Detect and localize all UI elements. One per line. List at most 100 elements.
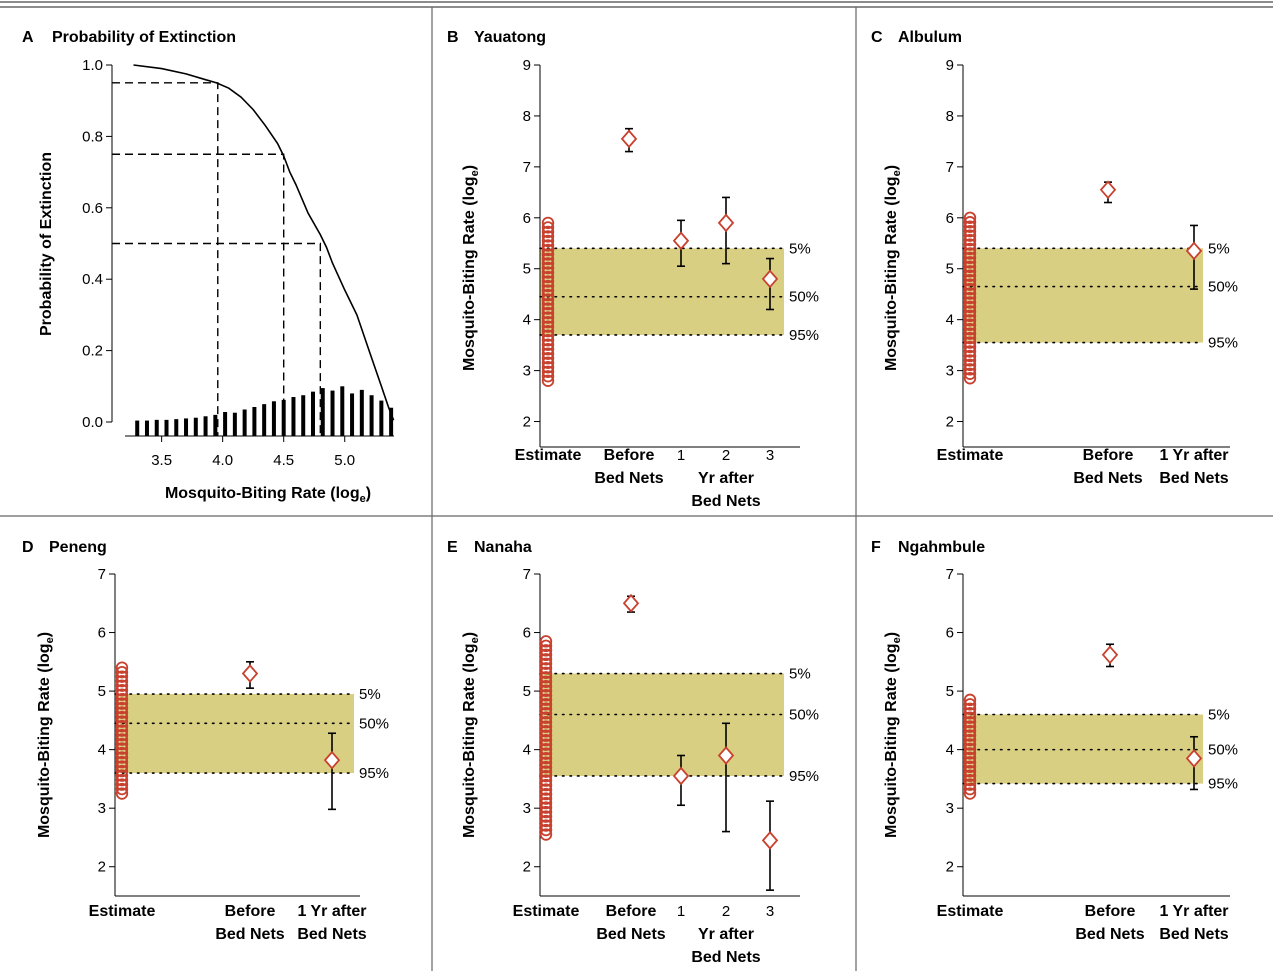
histogram-bar [252,407,257,436]
band-label-5: 5% [1208,707,1230,724]
estimate-point [541,252,555,266]
y-tick-label: 8 [946,108,954,125]
x-category-label: Bed Nets [691,949,760,966]
estimate-point [541,266,555,279]
band-label-95: 95% [789,768,819,785]
estimate-point [963,715,977,729]
y-tick-label: 7 [946,566,954,583]
estimate-point [963,773,977,787]
x-category-label: 3 [766,447,774,464]
estimate-point [963,693,977,707]
estimate-point [541,243,555,257]
estimate-point [539,720,553,733]
band-label-95: 95% [789,327,819,344]
data-point-diamond [241,664,259,683]
estimate-point [541,365,555,378]
y-tick-label: 8 [523,108,531,125]
y-tick-label: 7 [523,159,531,176]
estimate-point [963,349,977,363]
estimate-point [963,729,977,742]
estimate-point [539,711,553,724]
y-tick-label: 4 [523,742,531,759]
data-point-diamond [717,746,735,765]
estimate-point [963,720,977,733]
estimate-point [539,680,553,693]
estimate-point [115,670,129,683]
estimate-point [963,220,977,233]
estimate-point [115,683,129,697]
band-label-50: 50% [1208,742,1238,759]
estimate-point [541,338,555,351]
estimate-point [539,783,553,796]
estimate-point [541,343,555,356]
x-category-label: Bed Nets [594,470,663,487]
histogram-bar [320,388,325,436]
estimate-point [539,760,553,774]
estimate-point [539,662,553,675]
y-axis-label: Mosquito-Biting Rate (loge) [36,632,56,838]
y-axis-label: Probability of Extinction [38,152,55,336]
y-tick-label: 1.0 [82,57,103,74]
percentile-band [963,248,1203,343]
y-tick-label: 5 [523,261,531,278]
histogram-bar [184,418,189,436]
estimate-point [539,774,553,787]
histogram-bar [359,389,364,436]
estimate-point [539,698,553,711]
estimate-point [541,284,555,297]
histogram-bar [301,395,306,436]
y-tick-label: 0.8 [82,128,103,145]
panel-letter: C [871,29,883,46]
band-label-5: 5% [789,666,811,683]
panel-title: Albulum [898,29,962,46]
estimate-point [963,345,977,358]
y-tick-label: 0.4 [82,271,103,288]
x-category-label: Before [225,903,276,920]
estimate-point [115,719,129,733]
estimate-point [963,269,977,282]
estimate-point [541,288,555,302]
percentile-band [115,694,354,774]
y-axis-label: Mosquito-Biting Rate (loge) [461,165,481,371]
estimate-point [115,724,129,737]
estimate-point [539,689,553,702]
panel-e: E Nanaha 5% 50% 95% 2 3 4 5 6 7 Mosquito-Biting Rat… [447,539,819,966]
x-category-label: Bed Nets [691,493,760,510]
x-tick-label: 3.5 [151,452,172,469]
y-tick-label: 2 [946,859,954,876]
estimate-point [963,769,977,782]
y-tick-label: 4 [523,312,531,329]
estimate-point [539,653,553,666]
panel-title: Peneng [49,539,107,556]
estimate-point [539,733,553,747]
estimate-point [963,238,977,251]
x-category-label: Estimate [515,447,582,464]
estimate-point [963,751,977,765]
estimate-point [539,814,553,828]
estimate-point [541,333,555,347]
data-point-diamond [1101,645,1119,665]
estimate-point [963,331,977,345]
x-category-label: 1 Yr after [1159,447,1228,464]
y-tick-label: 0.2 [82,343,103,360]
y-tick-label: 5 [946,683,954,700]
data-point-diamond [323,750,341,770]
estimate-point [541,216,555,230]
estimate-point [963,707,977,720]
histogram-bar [174,419,179,436]
data-point-diamond [1185,749,1203,768]
band-label-50: 50% [1208,279,1238,296]
x-category-label: Estimate [89,903,156,920]
estimate-point [963,216,977,229]
estimate-point [539,716,553,729]
x-category-label: Yr after [698,926,754,943]
x-category-label: 3 [766,903,774,920]
estimate-point [115,769,129,782]
panel-c: C Albulum 5% 50% 95% 2 3 4 5 6 7 8 9 Mosquito-Biting … [871,29,1238,487]
estimate-point [541,297,555,311]
estimate-point [115,733,129,746]
estimate-point [541,329,555,342]
estimate-point [963,358,977,372]
panel-f: F Ngahmbule 5% 50% 95% 2 3 4 5 6 7 Mosquito-Biting … [871,539,1238,943]
panel-letter: F [871,539,881,556]
